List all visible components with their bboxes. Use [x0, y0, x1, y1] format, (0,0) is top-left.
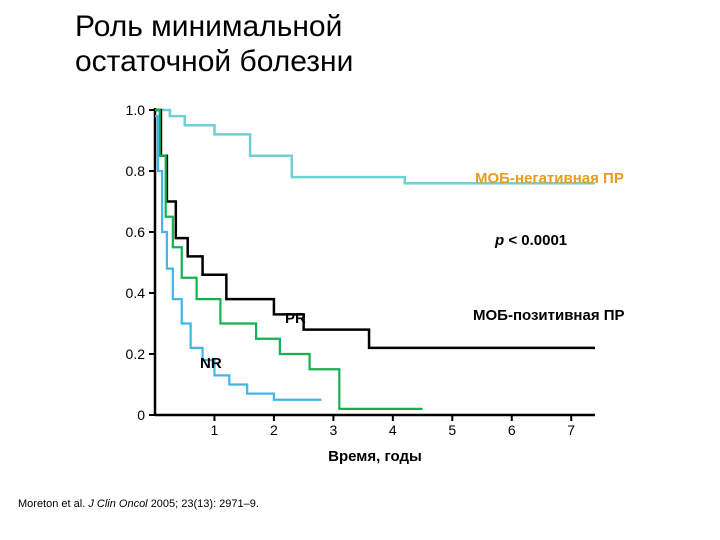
citation-journal: J Clin Oncol	[88, 498, 150, 510]
annot-mrd_pos: МОБ-позитивная ПР	[473, 307, 625, 324]
slide-title: Роль минимальной остаточной болезни	[75, 10, 353, 79]
title-line-2: остаточной болезни	[75, 45, 353, 78]
xtick-label: 7	[567, 422, 575, 438]
series-nr	[155, 116, 321, 400]
annot-pvalue: p < 0.0001	[495, 232, 567, 249]
annot-pr_lab: PR	[285, 310, 306, 327]
ytick-label: 0.2	[126, 346, 145, 362]
ytick-label: 0.8	[126, 163, 145, 179]
ytick-label: 0	[137, 407, 145, 423]
ytick-label: 0.6	[126, 224, 145, 240]
citation-prefix: Moreton et al.	[18, 498, 88, 510]
xtick-label: 6	[508, 422, 516, 438]
citation-suffix: 2005; 23(13): 2971–9.	[151, 498, 259, 510]
xtick-label: 4	[389, 422, 397, 438]
xtick-label: 1	[211, 422, 219, 438]
citation: Moreton et al. J Clin Oncol 2005; 23(13)…	[18, 498, 259, 510]
ytick-label: 1.0	[126, 102, 145, 118]
km-chart: 00.20.40.60.81.0 1234567 Время, годы МОБ…	[95, 100, 655, 460]
annot-nr_lab: NR	[200, 355, 222, 372]
xtick-label: 2	[270, 422, 278, 438]
annot-mrd_neg: МОБ-негативная ПР	[475, 170, 624, 187]
xtick-label: 5	[448, 422, 456, 438]
x-axis-label: Время, годы	[155, 448, 595, 465]
xtick-label: 3	[329, 422, 337, 438]
title-line-1: Роль минимальной	[75, 10, 342, 43]
chart-svg	[95, 100, 655, 460]
ytick-label: 0.4	[126, 285, 145, 301]
